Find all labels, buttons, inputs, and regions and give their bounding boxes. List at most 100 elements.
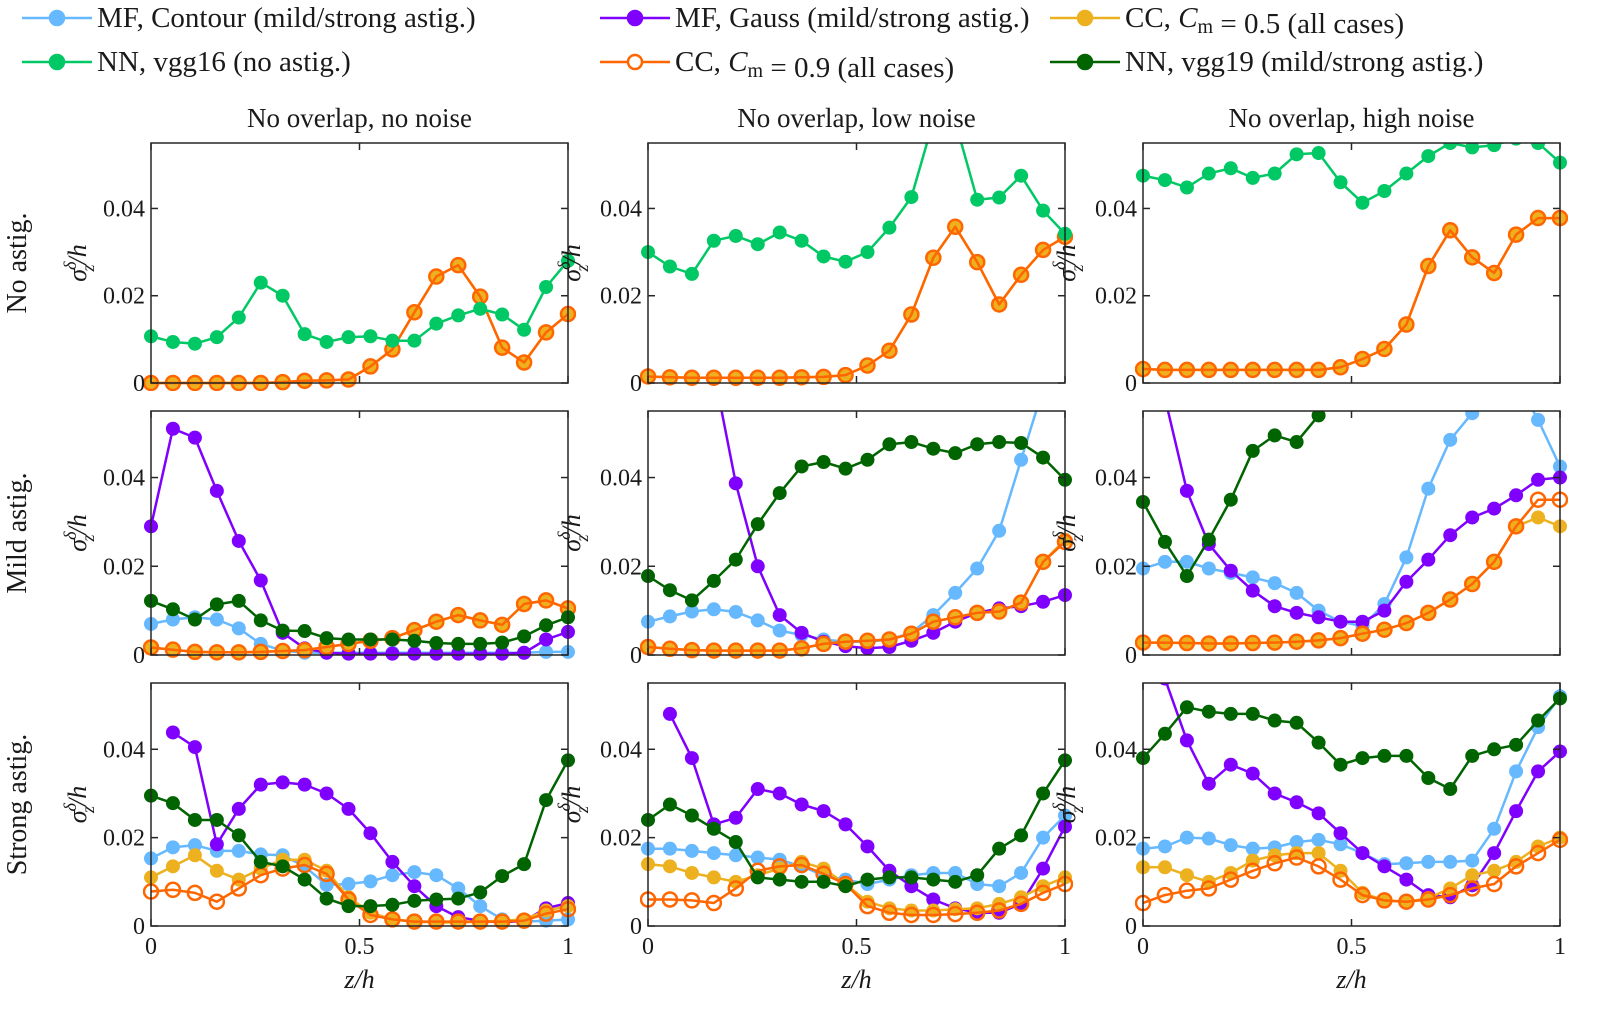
data-point bbox=[253, 854, 268, 869]
data-point bbox=[231, 801, 246, 816]
data-point bbox=[1014, 828, 1029, 843]
data-point bbox=[429, 892, 444, 907]
data-point bbox=[1311, 806, 1326, 821]
data-point bbox=[794, 874, 809, 889]
y-tick-label: 0.02 bbox=[1095, 284, 1137, 310]
data-point bbox=[539, 644, 554, 659]
data-point bbox=[1156, 361, 1174, 379]
data-point bbox=[274, 642, 291, 660]
data-point bbox=[1201, 561, 1216, 576]
data-point bbox=[1223, 161, 1238, 176]
y-tick-label: 0 bbox=[630, 371, 642, 397]
data-point bbox=[662, 706, 677, 721]
data-point bbox=[1179, 180, 1194, 195]
subplot-r2-c1: σδz/h 0 0.02 0.04 bbox=[60, 410, 576, 669]
y-tick-label: 0 bbox=[630, 914, 642, 940]
data-point bbox=[1267, 428, 1282, 443]
data-point bbox=[429, 316, 444, 331]
subplot-r3-c3: σδz/h 0 0.02 0.04 0 0.5 1 z/h bbox=[1049, 682, 1568, 994]
data-point bbox=[815, 635, 832, 653]
data-point bbox=[319, 877, 334, 892]
data-point bbox=[1311, 146, 1326, 161]
data-point bbox=[428, 613, 445, 630]
data-point bbox=[1399, 872, 1414, 887]
data-point bbox=[165, 840, 180, 855]
data-point bbox=[209, 612, 224, 627]
subplot-r1-c2: σδz/h 0 0.02 0.04 bbox=[554, 142, 1073, 397]
data-point bbox=[1223, 838, 1238, 853]
data-point bbox=[706, 846, 721, 861]
data-point bbox=[662, 841, 677, 856]
plot-area bbox=[640, 411, 1073, 659]
data-point bbox=[1398, 316, 1415, 333]
data-point bbox=[815, 368, 832, 386]
data-point bbox=[1156, 886, 1174, 904]
data-point bbox=[1201, 831, 1216, 846]
data-point bbox=[1443, 854, 1458, 869]
data-point bbox=[1399, 360, 1413, 374]
series-line bbox=[647, 540, 1066, 652]
data-point bbox=[706, 233, 721, 248]
data-point bbox=[1267, 786, 1282, 801]
series-line bbox=[1141, 411, 1324, 578]
data-point bbox=[1311, 610, 1326, 625]
data-point bbox=[537, 324, 555, 341]
data-point bbox=[297, 872, 312, 887]
data-point bbox=[946, 905, 964, 923]
data-point bbox=[1310, 361, 1327, 379]
data-point bbox=[904, 190, 919, 205]
data-point bbox=[1355, 751, 1370, 766]
data-point bbox=[684, 593, 699, 608]
series-line bbox=[1142, 216, 1560, 372]
data-point bbox=[1222, 635, 1240, 652]
data-point bbox=[1509, 488, 1524, 503]
legend-label: MF, Contour (mild/strong astig.) bbox=[97, 2, 476, 34]
data-point bbox=[165, 421, 180, 436]
data-point bbox=[970, 192, 985, 207]
data-point bbox=[1377, 603, 1392, 618]
plot-area bbox=[640, 143, 1073, 387]
series-line bbox=[647, 538, 1066, 652]
data-point bbox=[537, 905, 555, 922]
data-point bbox=[1267, 576, 1282, 591]
data-point bbox=[1201, 532, 1216, 547]
data-point bbox=[772, 872, 787, 887]
data-point bbox=[1179, 830, 1194, 845]
data-point bbox=[1289, 585, 1304, 600]
data-point bbox=[772, 225, 787, 240]
y-axis-label: σδz/h bbox=[1049, 244, 1087, 281]
data-point bbox=[992, 841, 1007, 856]
column-title: No overlap, no noise bbox=[247, 103, 472, 133]
data-point bbox=[1443, 782, 1458, 797]
data-point bbox=[319, 631, 334, 646]
data-point bbox=[1465, 748, 1480, 763]
x-tick-label: 0.5 bbox=[842, 934, 872, 960]
column-title: No overlap, high noise bbox=[1229, 103, 1475, 133]
data-point bbox=[341, 330, 356, 345]
y-tick-label: 0.02 bbox=[600, 284, 642, 310]
legend: MF, Contour (mild/strong astig.) MF, Gaus… bbox=[22, 2, 1483, 84]
data-point bbox=[539, 793, 554, 808]
data-point bbox=[253, 613, 268, 628]
subplot-r2-c3: σδz/h 0 0.02 0.04 bbox=[1049, 346, 1568, 669]
data-point bbox=[750, 517, 765, 532]
data-point bbox=[1355, 373, 1369, 387]
data-point bbox=[1465, 853, 1480, 868]
data-point bbox=[683, 892, 701, 909]
series-nn-vgg19-mild-strong-astig- bbox=[144, 593, 575, 651]
data-point bbox=[1487, 346, 1501, 360]
data-point bbox=[926, 872, 941, 887]
data-point bbox=[1509, 373, 1523, 387]
data-point bbox=[1036, 450, 1051, 465]
data-point bbox=[165, 602, 180, 617]
data-point bbox=[1014, 168, 1029, 183]
data-point bbox=[1531, 764, 1546, 779]
data-point bbox=[186, 643, 204, 661]
data-point bbox=[1421, 552, 1436, 567]
data-point bbox=[1377, 859, 1392, 874]
data-point bbox=[493, 339, 511, 356]
legend-label: NN, vgg19 (mild/strong astig.) bbox=[1125, 46, 1483, 78]
data-point bbox=[1421, 481, 1436, 496]
x-axis-label: z/h bbox=[1335, 965, 1366, 994]
data-point bbox=[1200, 880, 1218, 897]
